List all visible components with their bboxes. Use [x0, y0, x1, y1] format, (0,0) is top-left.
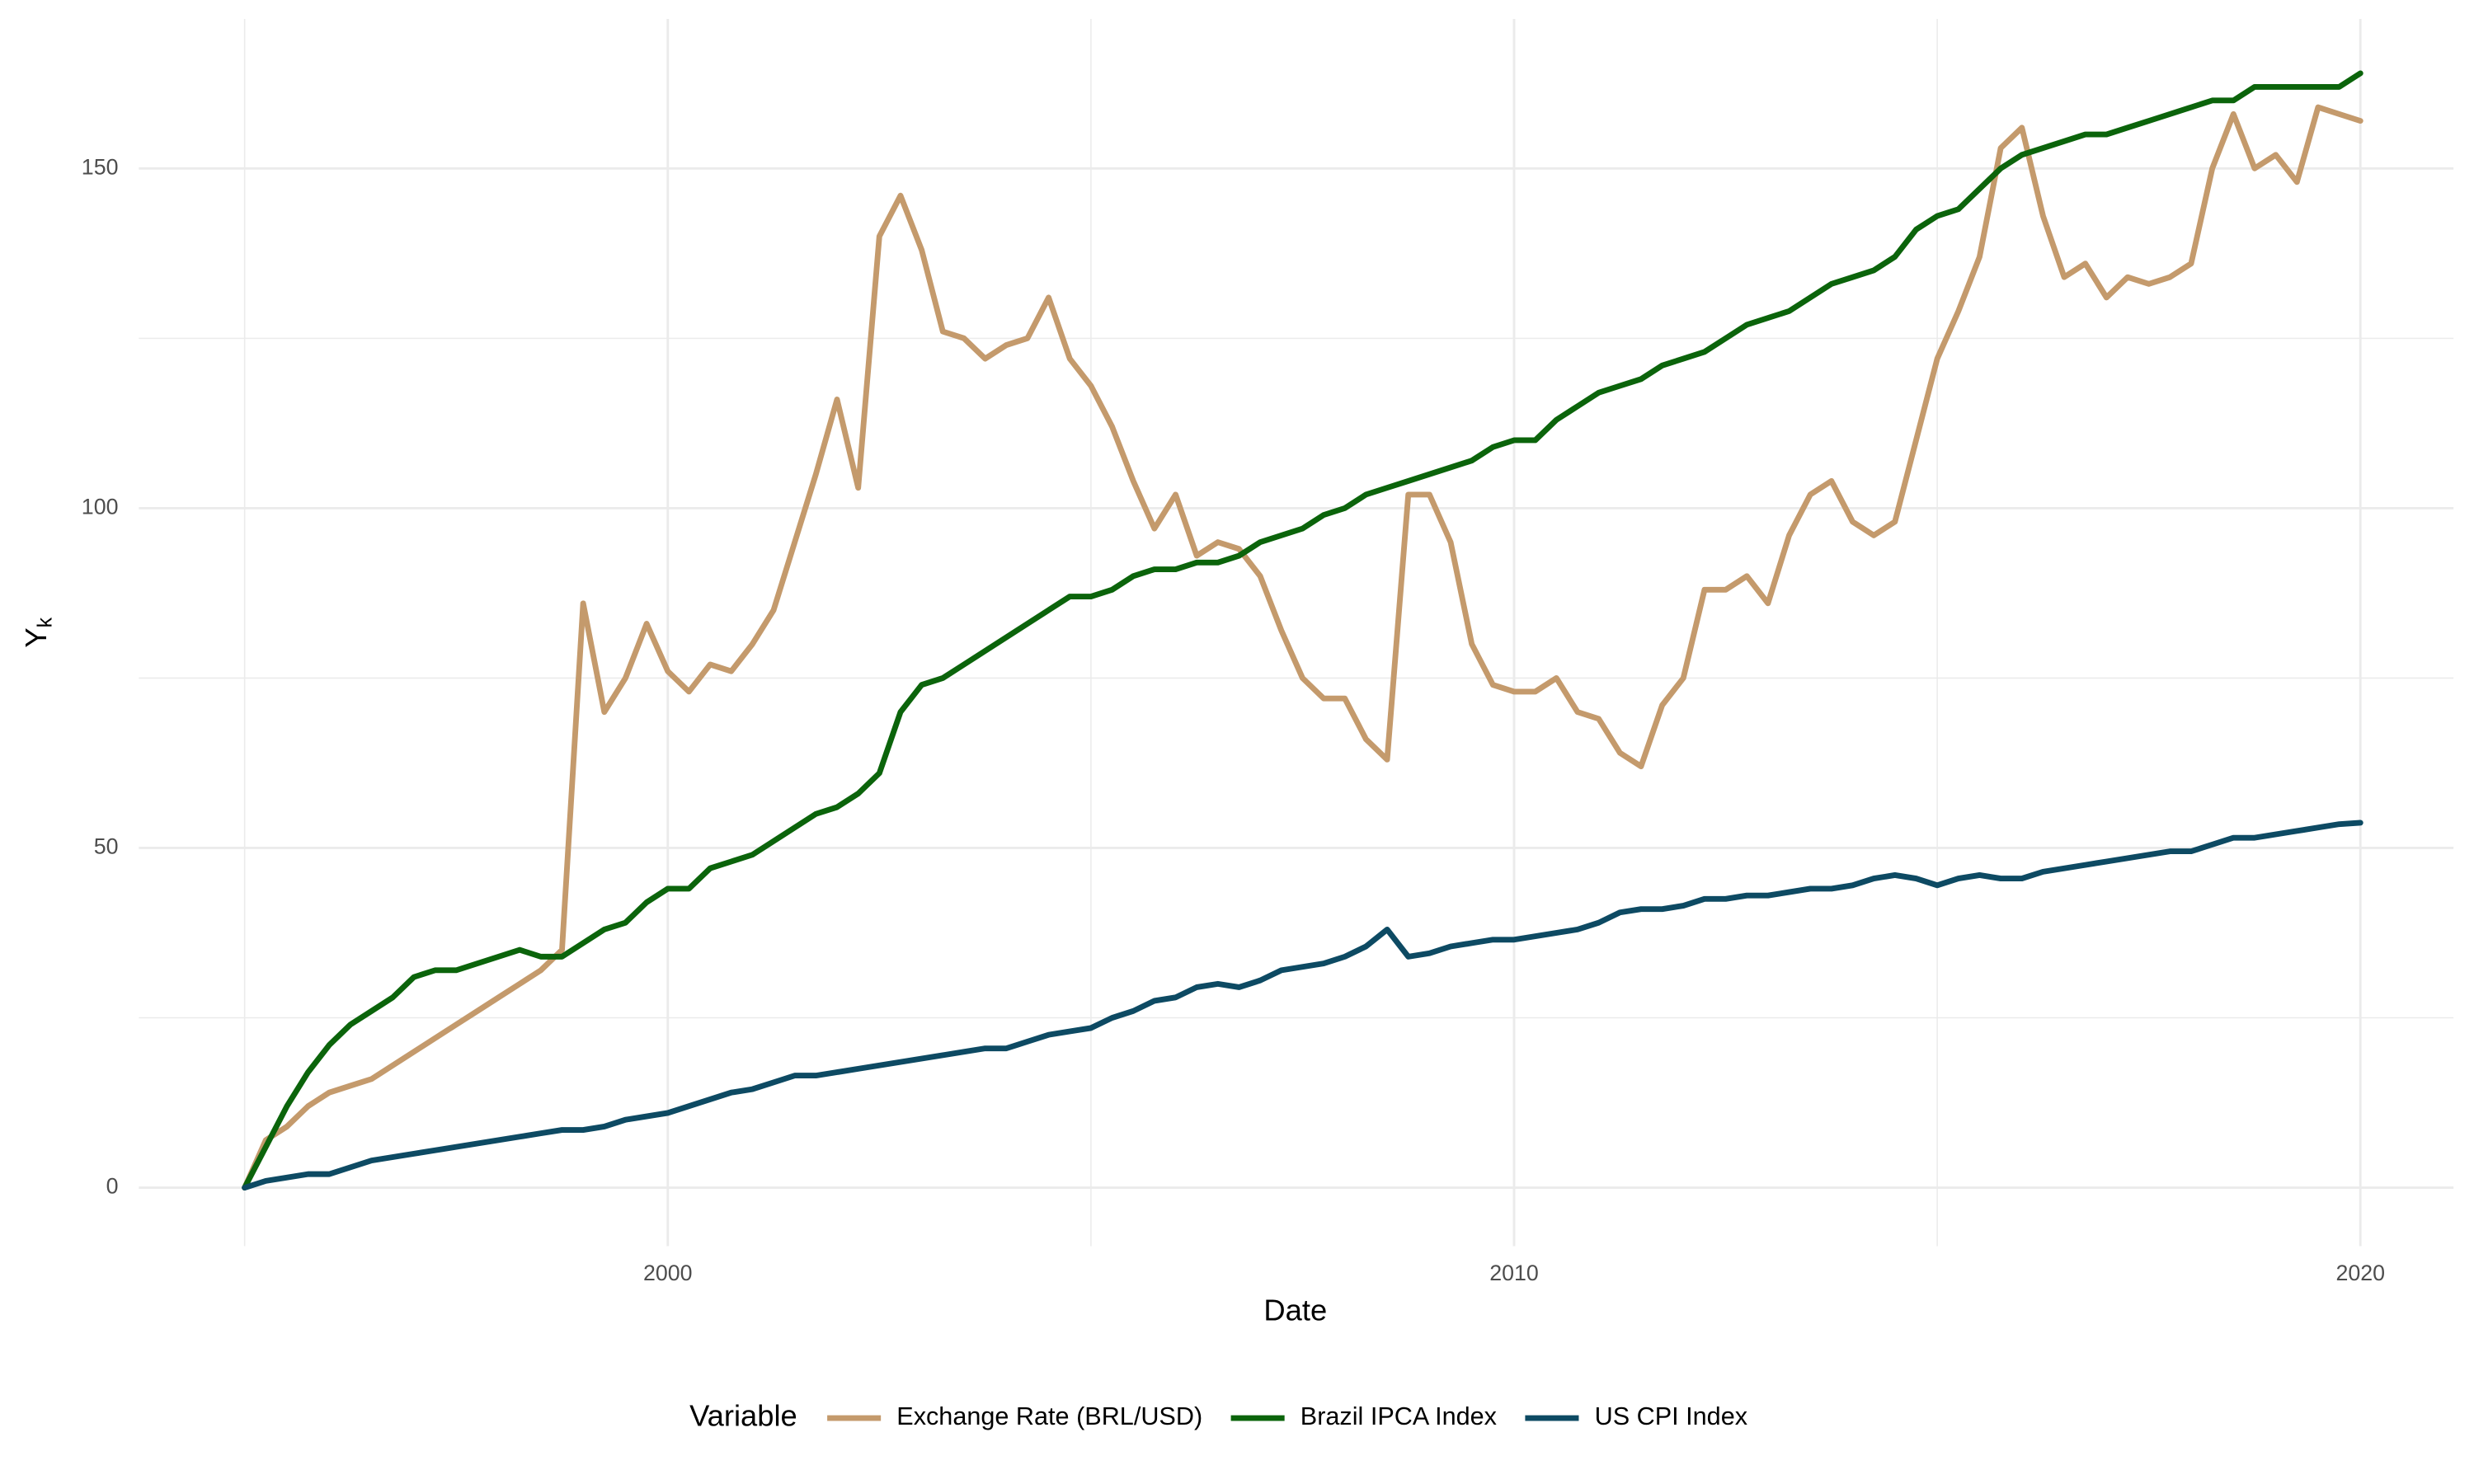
data-line	[242, 819, 2363, 1191]
y-axis-title-main: Y	[19, 627, 53, 647]
y-tick-label: 0	[106, 1174, 119, 1199]
legend-label: Brazil IPCA Index	[1300, 1402, 1497, 1430]
legend: Variable Exchange Rate (BRL/USD) Brazil IP…	[689, 1399, 1747, 1433]
y-tick-label: 150	[82, 154, 119, 179]
legend-label: Exchange Rate (BRL/USD)	[896, 1402, 1202, 1430]
y-axis-title: Yk	[19, 617, 57, 647]
data-line	[242, 70, 2363, 1191]
legend-title: Variable	[689, 1399, 797, 1433]
legend-label: US CPI Index	[1595, 1402, 1747, 1430]
x-tick-label: 2010	[1489, 1261, 1539, 1285]
data-line	[242, 104, 2363, 1191]
y-axis-title-subscript: k	[33, 617, 56, 627]
grid	[139, 18, 2454, 1247]
x-axis-title: Date	[1263, 1293, 1327, 1327]
x-tick-label: 2000	[643, 1261, 693, 1285]
y-tick-label: 50	[94, 834, 119, 859]
x-tick-label: 2020	[2335, 1261, 2385, 1285]
y-tick-label: 100	[82, 494, 119, 519]
